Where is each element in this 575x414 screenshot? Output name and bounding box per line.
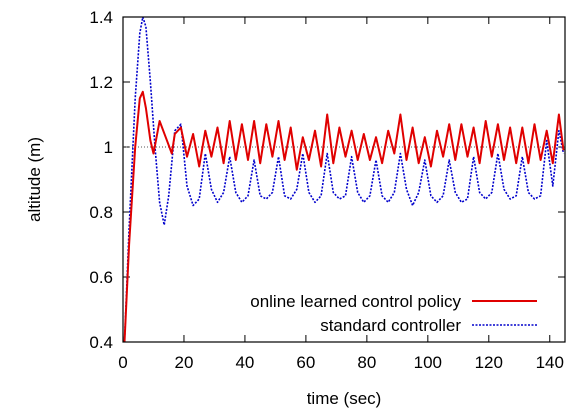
x-axis-ticks: 0 20 40 60 80 100 120 140 <box>118 17 564 372</box>
series-layer <box>123 17 565 342</box>
series-line-standard-controller <box>123 17 565 342</box>
y-tick-label: 1.2 <box>89 73 113 92</box>
x-tick-label: 0 <box>118 353 127 372</box>
x-tick-label: 140 <box>536 353 564 372</box>
x-tick-label: 80 <box>357 353 376 372</box>
x-tick-label: 20 <box>175 353 194 372</box>
x-tick-label: 40 <box>235 353 254 372</box>
y-tick-label: 1.4 <box>89 8 113 27</box>
y-tick-label: 0.8 <box>89 203 113 222</box>
y-tick-label: 0.6 <box>89 268 113 287</box>
y-tick-label: 1 <box>104 138 113 157</box>
legend-label-standard-controller: standard controller <box>320 316 461 335</box>
legend-label-online-learned-control-policy: online learned control policy <box>250 292 461 311</box>
x-tick-label: 100 <box>414 353 442 372</box>
legend: online learned control policy standard c… <box>250 292 537 335</box>
x-axis-label: time (sec) <box>307 389 382 408</box>
series-line-online-learned-control-policy <box>123 90 565 342</box>
x-tick-label: 120 <box>475 353 503 372</box>
x-tick-label: 60 <box>296 353 315 372</box>
plot-frame <box>122 16 566 343</box>
y-axis-label: altitude (m) <box>25 137 44 222</box>
y-tick-label: 0.4 <box>89 333 113 352</box>
